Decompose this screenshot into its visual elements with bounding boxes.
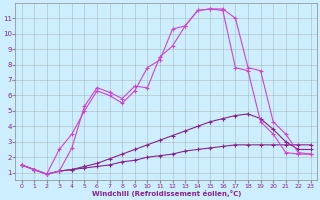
X-axis label: Windchill (Refroidissement éolien,°C): Windchill (Refroidissement éolien,°C) — [92, 190, 241, 197]
